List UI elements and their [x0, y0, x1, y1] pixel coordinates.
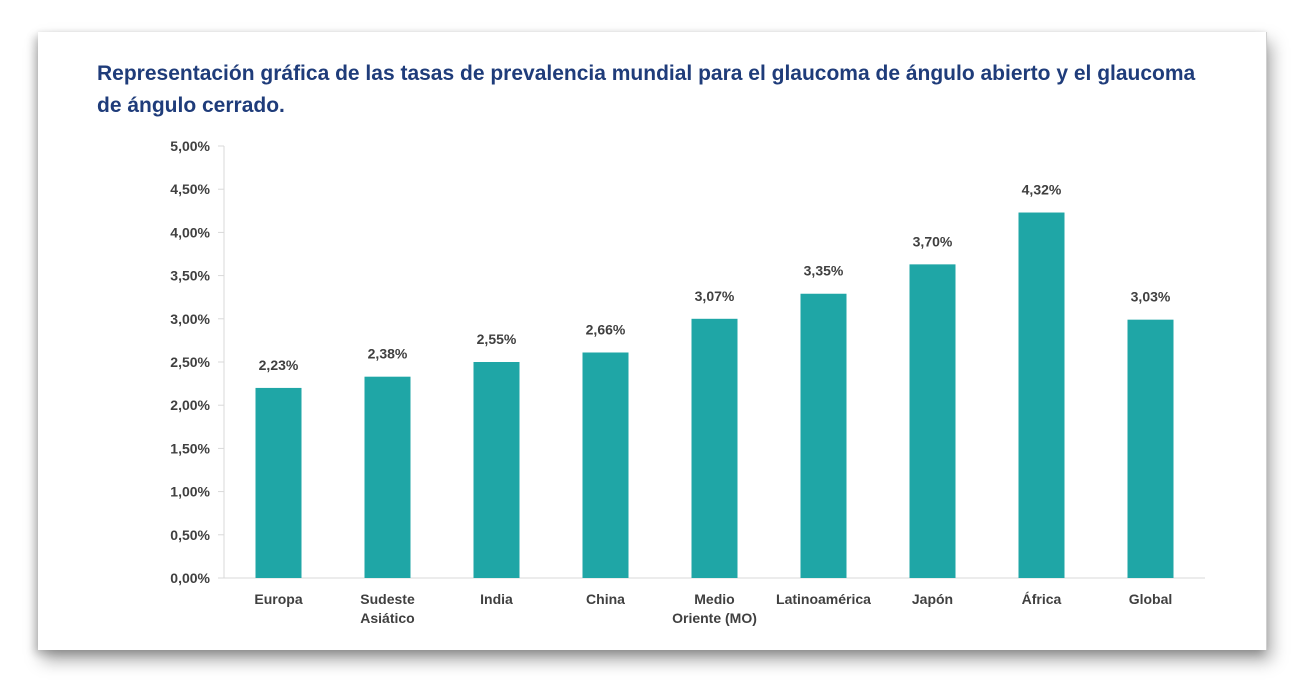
- y-tick-label: 4,00%: [170, 224, 210, 240]
- x-tick-label: India: [480, 591, 513, 607]
- x-tick-label-line: Europa: [254, 591, 302, 607]
- data-label: 2,23%: [259, 357, 299, 373]
- bar: [691, 318, 738, 578]
- y-tick-label: 2,50%: [170, 354, 210, 370]
- chart-axes: 0,00% 0,50% 1,00% 1,50% 2,00% 2,50% 3,00% 3,50%…: [170, 138, 1205, 586]
- data-label: 3,70%: [913, 233, 953, 249]
- bar: [1127, 319, 1174, 578]
- x-tick-label: África: [1022, 591, 1062, 607]
- x-tick-label-line: África: [1022, 591, 1062, 607]
- data-label: 4,32%: [1022, 182, 1062, 198]
- data-label: 2,66%: [586, 321, 626, 337]
- y-tick-label: 5,00%: [170, 138, 210, 154]
- x-tick-label-line: Asiático: [360, 610, 414, 626]
- y-tick-label: 3,50%: [170, 268, 210, 284]
- x-tick-label: China: [586, 591, 625, 607]
- x-tick-label-line: Latinoamérica: [776, 591, 871, 607]
- bar: [909, 264, 956, 578]
- data-label: 3,07%: [695, 288, 735, 304]
- data-label: 3,03%: [1131, 289, 1171, 305]
- x-tick-label: Global: [1129, 591, 1173, 607]
- y-tick-label: 4,50%: [170, 181, 210, 197]
- chart-bars: [255, 212, 1174, 578]
- x-tick-label: Medio Oriente (MO): [672, 591, 757, 626]
- x-tick-label-line: China: [586, 591, 625, 607]
- bar: [1018, 212, 1065, 578]
- bar: [582, 352, 629, 578]
- y-tick-label: 1,00%: [170, 484, 210, 500]
- chart-labels: 2,23% Europa 2,38% Sudeste Asiático 2,55% Indi…: [254, 182, 1172, 626]
- x-tick-label: Europa: [254, 591, 302, 607]
- data-label: 3,35%: [804, 263, 844, 279]
- x-tick-label: Latinoamérica: [776, 591, 871, 607]
- data-label: 2,55%: [477, 331, 517, 347]
- x-tick-label-line: Medio: [694, 591, 734, 607]
- x-tick-label-line: Global: [1129, 591, 1173, 607]
- bar: [255, 387, 302, 578]
- y-tick-label: 2,00%: [170, 397, 210, 413]
- bar: [473, 362, 520, 578]
- y-tick-label: 3,00%: [170, 311, 210, 327]
- bar: [800, 293, 847, 578]
- x-tick-label: Sudeste Asiático: [360, 591, 415, 626]
- x-tick-label-line: Japón: [912, 591, 953, 607]
- x-tick-label: Japón: [912, 591, 953, 607]
- x-tick-label-line: Oriente (MO): [672, 610, 757, 626]
- y-tick-label: 1,50%: [170, 440, 210, 456]
- x-tick-label-line: India: [480, 591, 513, 607]
- y-tick-label: 0,00%: [170, 570, 210, 586]
- chart-title: Representación gráfica de las tasas de p…: [97, 62, 1196, 117]
- y-tick-label: 0,50%: [170, 527, 210, 543]
- bar: [364, 376, 411, 578]
- x-tick-label-line: Sudeste: [360, 591, 415, 607]
- data-label: 2,38%: [368, 346, 408, 362]
